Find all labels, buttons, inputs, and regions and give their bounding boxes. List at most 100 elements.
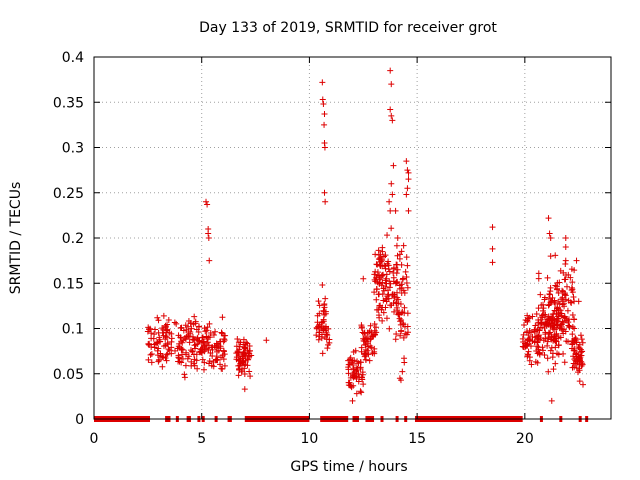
data-point — [392, 207, 399, 214]
data-point — [388, 225, 395, 232]
data-point — [146, 326, 152, 333]
x-axis-label: GPS time / hours — [290, 459, 407, 475]
data-point — [399, 308, 406, 315]
data-point — [388, 81, 395, 88]
data-point — [206, 357, 213, 364]
data-point — [244, 362, 251, 369]
data-point — [400, 321, 407, 328]
data-point — [520, 331, 527, 338]
data-point — [322, 295, 329, 302]
data-point — [322, 333, 329, 340]
data-point — [396, 315, 403, 322]
data-point — [389, 191, 396, 198]
data-point — [313, 324, 320, 331]
data-point — [390, 264, 397, 271]
data-point — [189, 348, 196, 355]
data-point — [547, 299, 554, 306]
y-tick-label: 0.25 — [53, 186, 84, 202]
data-point — [185, 318, 192, 325]
data-point — [173, 320, 180, 327]
data-point — [367, 322, 374, 329]
data-point — [242, 345, 249, 352]
data-point — [235, 339, 242, 346]
data-point — [578, 362, 585, 369]
data-point — [393, 279, 400, 286]
data-point — [535, 275, 542, 282]
data-point — [235, 372, 242, 379]
data-point — [362, 346, 369, 353]
data-point — [571, 339, 578, 346]
data-point — [186, 339, 193, 346]
data-point — [372, 251, 379, 258]
data-point — [160, 312, 167, 319]
data-point — [157, 350, 164, 357]
data-point — [544, 274, 551, 281]
data-point — [575, 298, 582, 305]
data-point — [547, 253, 554, 260]
data-point — [371, 289, 378, 296]
data-point — [383, 298, 390, 305]
data-point — [560, 288, 567, 295]
data-point — [187, 347, 194, 354]
data-point — [547, 235, 554, 241]
data-point — [353, 390, 360, 397]
data-point — [202, 328, 209, 335]
data-point — [322, 310, 329, 317]
data-point — [234, 335, 241, 342]
data-point — [320, 101, 327, 108]
data-point — [387, 280, 394, 287]
data-point — [579, 360, 586, 367]
data-point — [546, 230, 553, 237]
data-point — [557, 334, 564, 341]
data-point — [380, 285, 387, 292]
data-point — [571, 325, 578, 332]
data-point — [191, 342, 198, 349]
data-point — [221, 362, 228, 369]
data-point — [405, 207, 412, 214]
data-point — [380, 309, 387, 316]
data-point — [401, 304, 408, 311]
data-point — [400, 334, 407, 341]
data-point — [191, 362, 198, 369]
data-point — [359, 329, 366, 336]
data-point — [399, 368, 406, 375]
data-point — [394, 307, 401, 314]
data-point — [579, 348, 586, 355]
data-point — [545, 215, 552, 222]
data-point — [148, 330, 155, 337]
data-point — [373, 306, 380, 313]
data-point — [526, 354, 533, 361]
data-point — [360, 381, 367, 388]
data-point — [179, 355, 186, 362]
data-point — [386, 325, 393, 332]
data-point — [196, 337, 203, 344]
data-point — [404, 329, 411, 336]
data-point — [535, 270, 542, 277]
data-point — [168, 344, 175, 351]
data-point — [403, 254, 410, 261]
data-point — [152, 326, 159, 333]
data-point — [525, 348, 532, 355]
x-tick-label: 15 — [408, 431, 426, 447]
data-point — [377, 251, 384, 258]
data-point — [565, 316, 572, 323]
data-point — [320, 316, 327, 323]
data-point — [361, 338, 368, 345]
data-point — [519, 335, 526, 342]
data-point — [394, 266, 401, 273]
data-point — [539, 347, 546, 354]
data-point — [182, 362, 189, 369]
data-point — [380, 297, 387, 304]
data-point — [397, 318, 404, 325]
data-series — [144, 67, 586, 404]
data-point — [321, 189, 328, 196]
data-point — [541, 311, 548, 318]
data-point — [398, 309, 405, 316]
data-point — [553, 310, 560, 317]
data-point — [397, 377, 404, 384]
data-point — [527, 343, 534, 350]
data-point — [556, 300, 563, 307]
data-point — [547, 347, 554, 354]
data-point — [361, 350, 368, 357]
data-point — [219, 314, 226, 321]
